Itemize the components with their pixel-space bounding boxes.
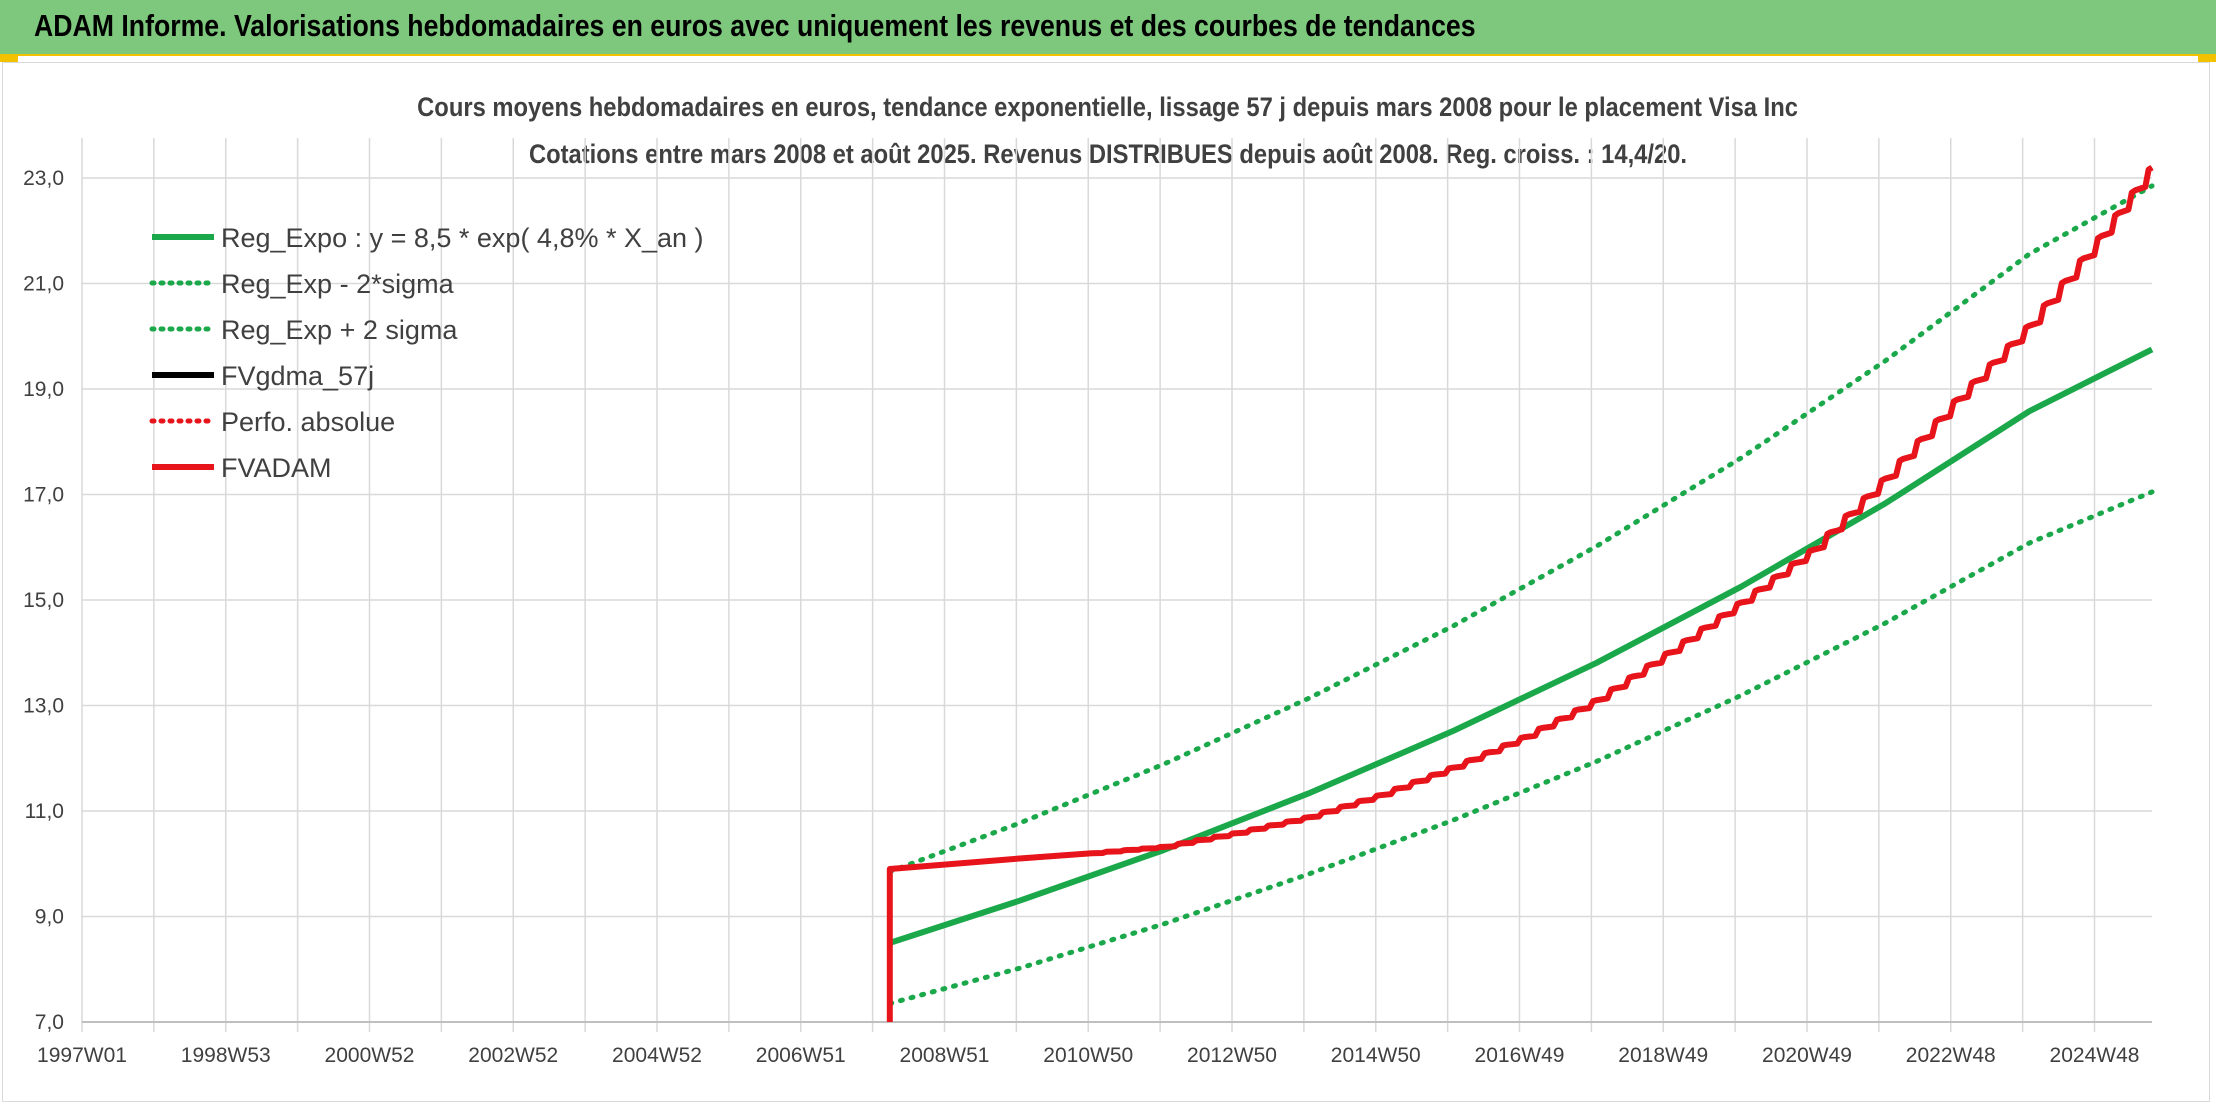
header-bar: ADAM Informe. Valorisations hebdomadaire… (0, 0, 2216, 56)
x-tick-label: 1998W53 (181, 1044, 271, 1067)
x-tick-label: 2016W49 (1475, 1044, 1565, 1067)
y-tick-label: 15,0 (23, 589, 64, 612)
series-line (887, 183, 2155, 875)
x-tick-label: 2002W52 (468, 1044, 558, 1067)
series-line (888, 346, 2154, 946)
frame-corner-left (0, 56, 18, 62)
legend-label: Reg_Expo : y = 8,5 * exp( 4,8% * X_an ) (221, 223, 704, 253)
series-line (889, 165, 2154, 871)
chart-subtitle: Cotations entre mars 2008 et août 2025. … (528, 139, 1688, 169)
x-tick-label: 2010W50 (1043, 1044, 1133, 1067)
x-tick-label: 2022W48 (1906, 1044, 1996, 1067)
y-tick-label: 21,0 (23, 273, 64, 296)
series-line (887, 489, 2155, 1006)
x-tick-label: 2012W50 (1187, 1044, 1277, 1067)
y-tick-label: 9,0 (35, 906, 64, 929)
page-title: ADAM Informe. Valorisations hebdomadaire… (34, 8, 1476, 43)
x-tick-label: 1997W01 (37, 1044, 127, 1067)
x-tick-label: 2006W51 (756, 1044, 846, 1067)
y-tick-label: 7,0 (35, 1011, 64, 1034)
x-tick-label: 2024W48 (2050, 1044, 2140, 1067)
series-line (888, 166, 2154, 871)
y-tick-label: 11,0 (25, 800, 64, 823)
series-line (886, 164, 2154, 1022)
chart-title: Cours moyens hebdomadaires en euros, ten… (417, 92, 1799, 122)
x-tick-label: 2008W51 (900, 1044, 990, 1067)
chart-legend: Reg_Expo : y = 8,5 * exp( 4,8% * X_an ) R… (149, 223, 704, 483)
legend-label: Reg_Exp + 2 sigma (221, 315, 458, 345)
y-tick-label: 17,0 (23, 484, 64, 507)
legend-label: Perfo. absolue (221, 407, 395, 437)
legend-label: Reg_Exp - 2*sigma (221, 269, 455, 299)
frame-corner-right (2198, 56, 2216, 62)
x-tick-label: 2004W52 (612, 1044, 702, 1067)
y-axis-ticks: 7,0 9,0 11,0 13,0 15,0 17,0 19,0 21,0 23,0 (23, 167, 64, 1034)
x-axis-ticks: 1997W01 1998W53 2000W52 2002W52 2004W52 2006W… (37, 1044, 2139, 1067)
legend-label: FVADAM (221, 453, 332, 483)
x-tick-label: 2000W52 (325, 1044, 415, 1067)
chart-grid (81, 138, 2152, 1032)
chart-frame (2, 62, 2210, 1102)
y-tick-label: 23,0 (23, 167, 64, 190)
y-tick-label: 19,0 (23, 378, 64, 401)
y-tick-label: 13,0 (23, 695, 64, 718)
legend-label: FVgdma_57j (221, 361, 374, 391)
x-tick-label: 2020W49 (1762, 1044, 1852, 1067)
chart-series (886, 164, 2155, 1022)
x-tick-label: 2018W49 (1618, 1044, 1708, 1067)
x-tick-label: 2014W50 (1331, 1044, 1421, 1067)
